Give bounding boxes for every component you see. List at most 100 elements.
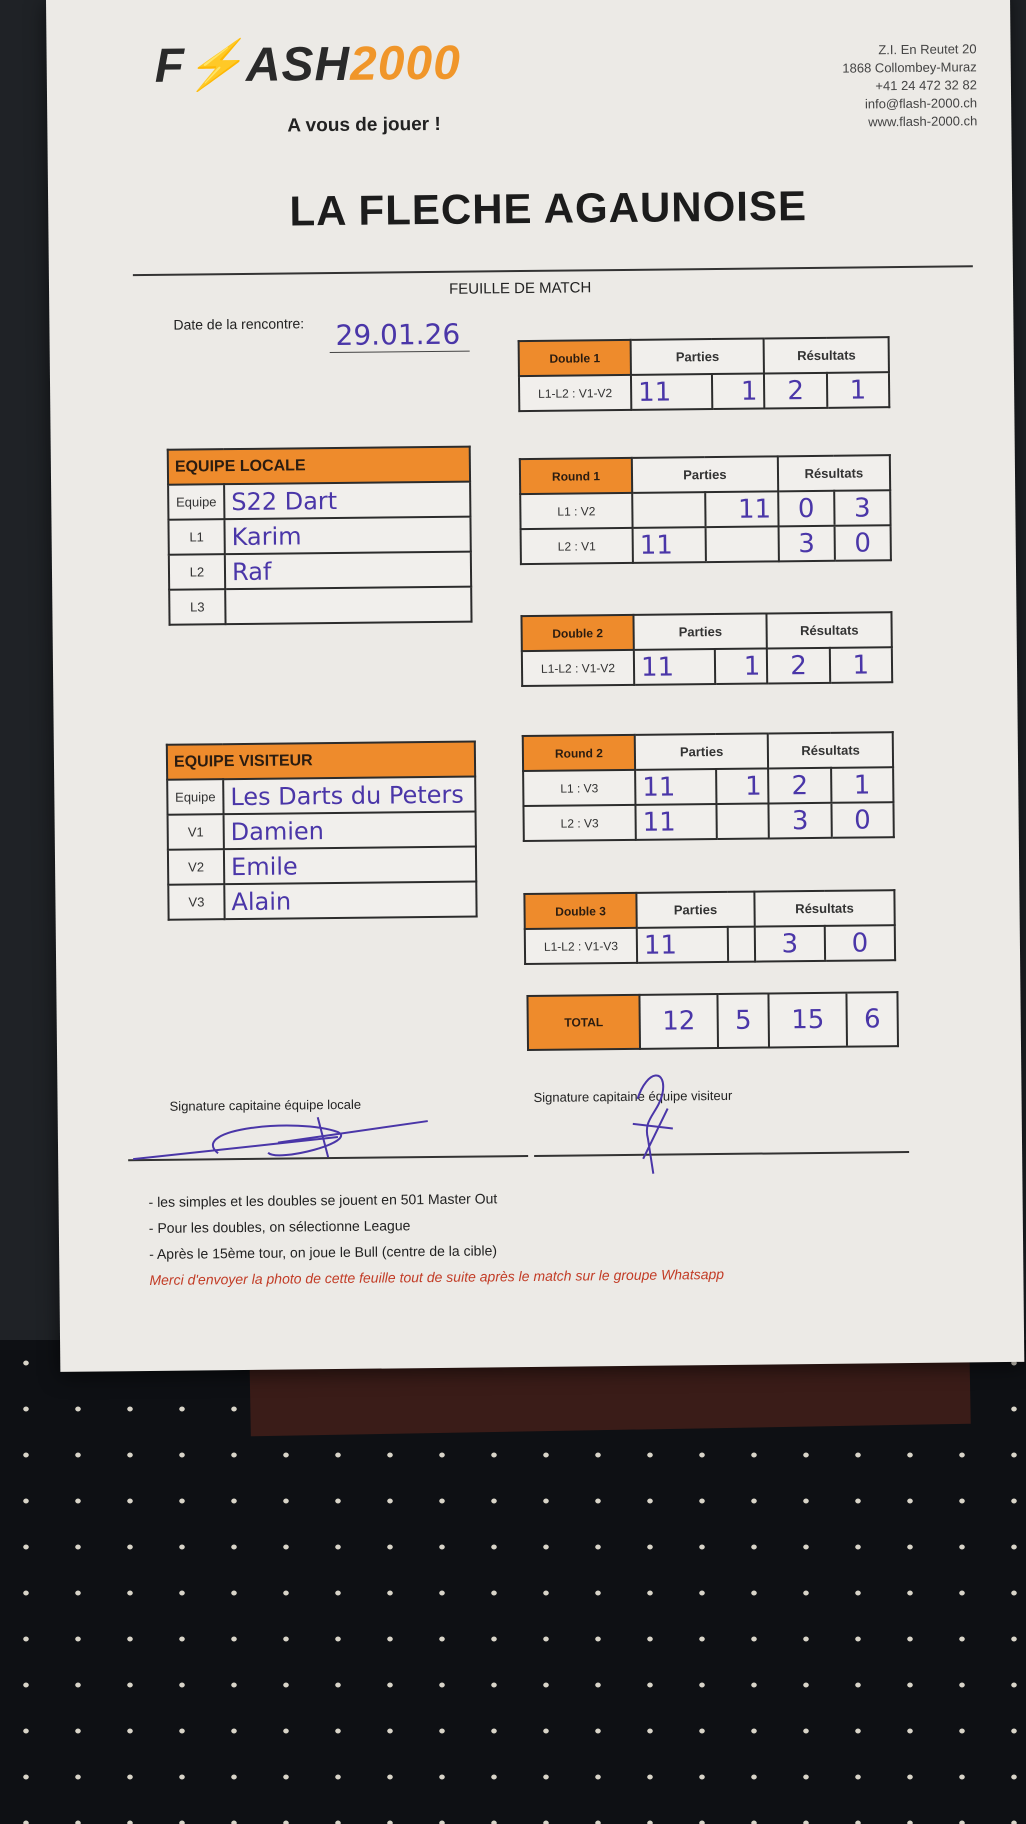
subtitle: FEUILLE DE MATCH: [448, 279, 592, 298]
result-home: 2: [767, 647, 830, 684]
lightning-icon: ⚡: [184, 38, 247, 93]
match-title: Double 2: [521, 614, 634, 652]
address: Z.I. En Reutet 20 1868 Collombey-Muraz +…: [736, 40, 977, 133]
logo: F⚡ASH2000: [154, 36, 462, 93]
signature-visiteur: [632, 1074, 673, 1174]
table-row: V1 Damien: [167, 811, 476, 850]
resultats-header: Résultats: [768, 732, 894, 769]
total-results-away: 6: [846, 992, 899, 1047]
player-name: [225, 586, 472, 625]
table-row: L1 : V3 11 1 2 1: [523, 767, 894, 807]
result-away: 0: [831, 802, 894, 838]
date-value: 29.01.26: [329, 317, 470, 354]
parties-home: 11: [632, 527, 706, 563]
table-row: L2 Raf: [168, 551, 472, 590]
table-row: Equipe Les Darts du Peters: [167, 776, 476, 815]
result-away: 1: [826, 372, 890, 408]
parties-away: 11: [705, 491, 779, 528]
parties-away: 1: [711, 373, 765, 410]
result-home: 3: [768, 802, 832, 839]
resultats-header: Résultats: [777, 455, 891, 492]
result-away: 3: [834, 490, 891, 526]
resultats-header: Résultats: [763, 337, 889, 374]
pairing-label: L1-L2 : V1-V2: [521, 649, 635, 687]
table-row: V3 Alain: [168, 881, 477, 920]
parties-header: Parties: [634, 733, 769, 770]
row-label: Equipe: [167, 779, 224, 815]
parties-header: Parties: [630, 338, 765, 375]
parties-away: [727, 926, 756, 962]
table-row: Equipe S22 Dart: [168, 481, 471, 520]
match-title: Round 2: [522, 734, 636, 772]
pairing-label: L1 : V3: [523, 769, 636, 807]
team-name: S22 Dart: [224, 481, 471, 520]
table-row: L1 Karim: [168, 516, 471, 555]
row-label: V1: [167, 814, 224, 850]
match-sheet: F⚡ASH2000 A vous de jouer ! Z.I. En Reut…: [46, 0, 1025, 1372]
rules-notes: - les simples et les doubles se jouent e…: [148, 1183, 725, 1293]
table-row: L1 : V2 11 0 3: [520, 490, 891, 530]
table-row: L2 : V3 11 3 0: [523, 802, 894, 842]
pairing-label: L1-L2 : V1-V3: [524, 927, 638, 965]
row-label: Equipe: [168, 484, 225, 520]
address-website: www.flash-2000.ch: [868, 113, 978, 130]
parties-away: [705, 526, 779, 563]
row-label: L3: [169, 589, 226, 625]
pairing-label: L2 : V1: [520, 527, 633, 565]
parties-home: 11: [635, 804, 717, 840]
parties-home: 11: [635, 769, 717, 805]
match-title: Round 1: [519, 457, 633, 495]
parties-away: [716, 803, 770, 840]
table-row: V2 Emile: [167, 846, 477, 885]
parties-home: 11: [633, 649, 716, 685]
team-name: Les Darts du Peters: [223, 776, 476, 815]
match-title: Double 3: [524, 892, 637, 930]
result-away: 0: [824, 925, 896, 961]
player-name: Damien: [223, 811, 476, 850]
date-label: Date de la rencontre:: [173, 315, 305, 333]
table-row: L1-L2 : V1-V3 11 3 0: [524, 925, 896, 965]
equipe-locale-table: EQUIPE LOCALE Equipe S22 Dart L1 Karim L2 R…: [166, 445, 473, 626]
parties-header: Parties: [633, 613, 768, 650]
page-title: LA FLECHE AGAUNOISE: [289, 182, 808, 235]
signature-visiteur-line[interactable]: [534, 1151, 910, 1157]
match-title: Double 1: [518, 339, 631, 377]
player-name: Emile: [223, 846, 477, 885]
result-away: 1: [830, 767, 894, 803]
player-name: Karim: [224, 516, 471, 555]
parties-home: [632, 492, 706, 528]
match-table: Double 3 Parties Résultats L1-L2 : V1-V3 …: [523, 889, 897, 966]
total-parties-away: 5: [717, 993, 769, 1049]
row-label: V2: [167, 849, 225, 885]
parties-header: Parties: [636, 891, 755, 928]
table-row: L1-L2 : V1-V2 11 1 2 1: [521, 647, 893, 687]
result-home: 3: [754, 925, 826, 962]
player-name: Raf: [224, 551, 472, 590]
row-label: V3: [168, 884, 225, 920]
row-label: L1: [168, 519, 225, 555]
row-label: L2: [168, 554, 226, 590]
match-table: Double 2 Parties Résultats L1-L2 : V1-V2 …: [520, 611, 894, 688]
result-home: 3: [778, 525, 835, 562]
slogan: A vous de jouer !: [287, 113, 441, 137]
parties-away: 1: [714, 648, 768, 685]
whatsapp-notice: Merci d'envoyer la photo de cette feuill…: [149, 1265, 725, 1288]
equipe-visiteur-table: EQUIPE VISITEUR Equipe Les Darts du Peter…: [165, 740, 478, 921]
parties-header: Parties: [631, 456, 778, 493]
player-name: Alain: [224, 881, 477, 920]
signature-local: [133, 1116, 428, 1161]
table-title: EQUIPE VISITEUR: [166, 741, 476, 780]
match-table: Round 2 Parties Résultats L1 : V3 11 1 2 …: [521, 731, 895, 843]
total-table: TOTAL 12 5 15 6: [526, 991, 900, 1052]
pairing-label: L1-L2 : V1-V2: [518, 374, 632, 412]
result-home: 2: [768, 767, 832, 804]
parties-home: 11: [630, 374, 713, 410]
parties-home: 11: [636, 926, 729, 963]
table-row: L3: [169, 586, 472, 625]
pairing-label: L1 : V2: [520, 492, 633, 530]
total-parties-home: 12: [639, 994, 719, 1049]
resultats-header: Résultats: [754, 890, 895, 927]
total-label: TOTAL: [527, 994, 641, 1051]
result-away: 0: [834, 525, 891, 561]
